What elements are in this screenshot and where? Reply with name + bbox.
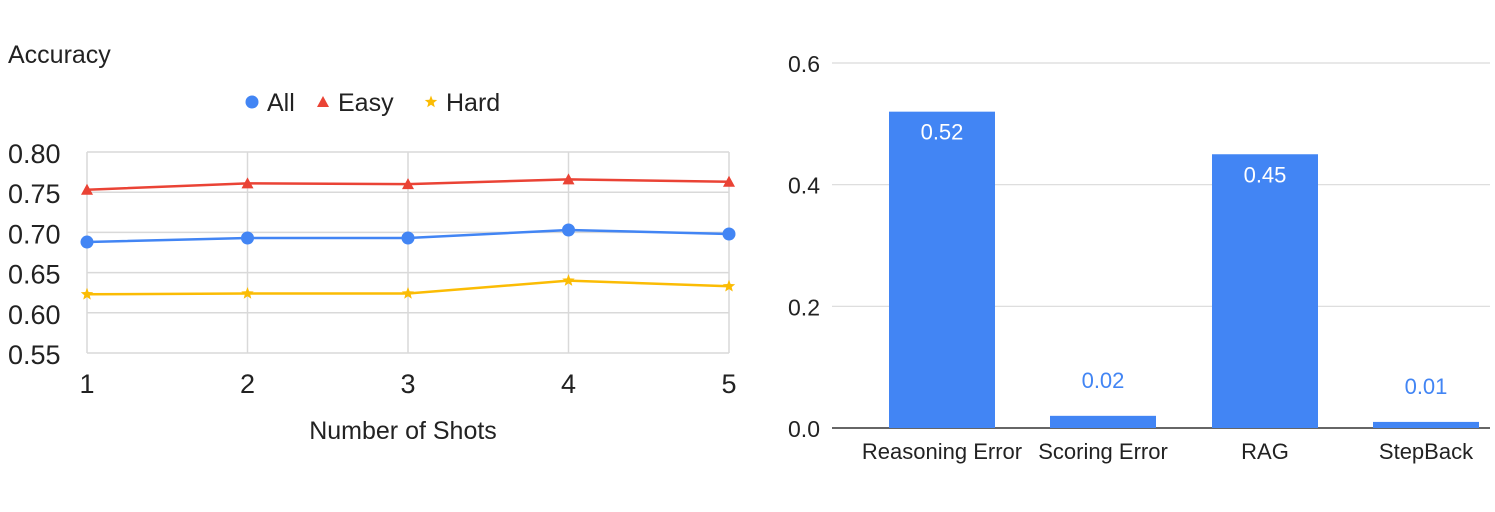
- x-tick-label: Reasoning Error: [862, 439, 1022, 464]
- data-point-easy: [81, 183, 93, 195]
- x-axis-title: Number of Shots: [309, 417, 497, 445]
- data-label: 0.01: [1405, 374, 1448, 399]
- x-tick-label: 4: [561, 369, 576, 399]
- data-point-hard: [722, 279, 736, 292]
- data-point-easy: [241, 177, 254, 189]
- data-label: 0.52: [921, 120, 964, 145]
- data-point-easy: [562, 173, 575, 185]
- data-point-easy: [723, 175, 735, 187]
- y-tick-label: 0.75: [8, 179, 61, 209]
- y-tick-label: 0.60: [8, 300, 61, 330]
- y-tick-label: 0.0: [788, 416, 820, 442]
- data-point-all: [401, 231, 415, 245]
- x-tick-label: 2: [240, 369, 255, 399]
- x-tick-label: Scoring Error: [1038, 439, 1168, 464]
- bar-scoring-error: [1050, 415, 1156, 428]
- x-tick-label: 1: [79, 369, 94, 399]
- data-point-hard: [241, 287, 254, 299]
- data-label: 0.02: [1082, 368, 1125, 393]
- data-point-all: [722, 227, 736, 241]
- data-point-hard: [401, 287, 415, 299]
- y-tick-label: 0.65: [8, 260, 61, 290]
- data-point-hard: [80, 287, 94, 300]
- legend-marker-hard: [424, 95, 438, 108]
- data-label: 0.45: [1244, 162, 1287, 187]
- y-tick-label: 0.55: [8, 340, 61, 370]
- data-point-all: [80, 235, 94, 249]
- bar-stepback: [1373, 421, 1479, 428]
- legend-label-easy: Easy: [338, 89, 394, 117]
- x-tick-label: StepBack: [1379, 439, 1474, 464]
- x-tick-label: RAG: [1241, 439, 1289, 464]
- legend-marker-all: [245, 95, 259, 109]
- legend-label-all: All: [267, 89, 295, 117]
- x-tick-label: 3: [400, 369, 415, 399]
- data-point-all: [562, 223, 575, 237]
- data-point-all: [241, 231, 254, 245]
- data-point-easy: [402, 178, 414, 190]
- x-tick-label: 5: [721, 369, 736, 399]
- y-tick-label: 0.6: [788, 51, 820, 77]
- y-tick-label: 0.70: [8, 219, 61, 249]
- y-tick-label: 0.80: [8, 139, 61, 169]
- y-tick-label: 0.4: [788, 173, 820, 199]
- y-axis-title: Accuracy: [8, 41, 111, 69]
- bar-rag: [1212, 154, 1318, 428]
- legend-marker-easy: [317, 96, 329, 107]
- bar-reasoning-error: [889, 111, 995, 429]
- y-tick-label: 0.2: [788, 294, 820, 320]
- data-point-hard: [562, 274, 575, 286]
- legend-label-hard: Hard: [446, 89, 500, 117]
